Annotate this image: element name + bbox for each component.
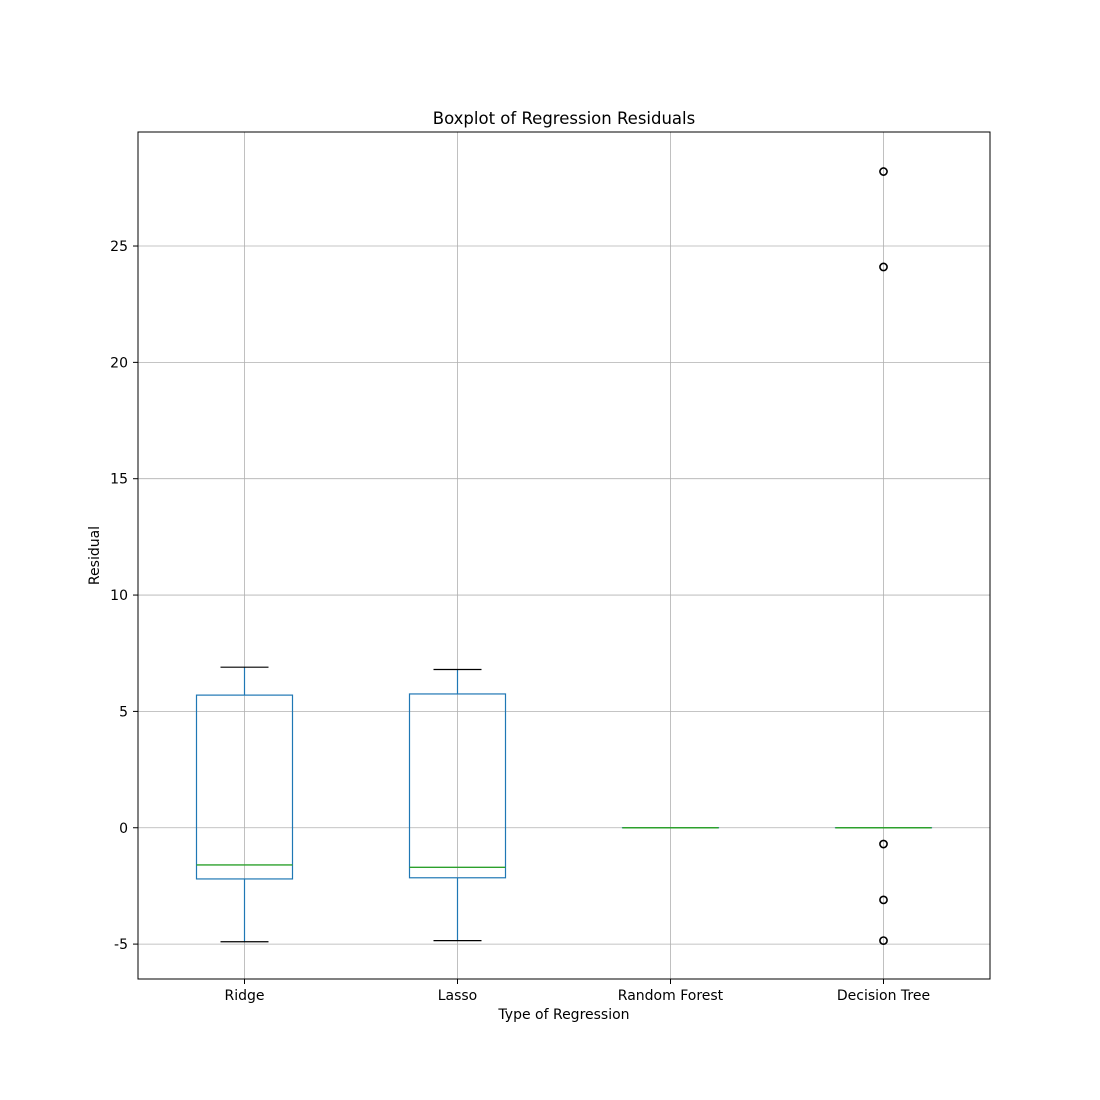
y-tick-label: 10: [110, 588, 128, 604]
box-group: [408, 668, 507, 942]
x-tick-label: Decision Tree: [837, 988, 930, 1004]
y-tick-label: 20: [110, 355, 128, 371]
outlier-point: [879, 839, 888, 849]
y-tick-label: 25: [110, 239, 128, 255]
outlier-point: [879, 936, 888, 946]
y-tick-label: 15: [110, 472, 128, 488]
box-group: [834, 167, 933, 946]
x-tick-label: Ridge: [224, 988, 264, 1004]
chart-title: Boxplot of Regression Residuals: [433, 109, 695, 128]
outlier-point: [879, 167, 888, 176]
box-iqr: [195, 694, 294, 880]
plot-frame: [137, 131, 991, 980]
outlier-point: [879, 262, 888, 272]
outlier-point: [879, 895, 888, 905]
box-group: [195, 666, 294, 943]
x-tick-label: Lasso: [438, 988, 478, 1004]
y-axis-title: Residual: [87, 526, 103, 585]
ticks: -5 0 5 10 15 20 25 Ridge Lasso Random Forest Decis…: [110, 239, 930, 1004]
y-tick-label: 5: [119, 704, 128, 720]
boxes: [195, 167, 933, 946]
x-axis-title: Type of Regression: [497, 1007, 629, 1023]
grid: [138, 132, 990, 979]
box-iqr: [408, 693, 507, 879]
x-tick-label: Random Forest: [618, 988, 724, 1004]
y-tick-label: -5: [114, 937, 128, 953]
y-tick-label: 0: [119, 821, 128, 837]
